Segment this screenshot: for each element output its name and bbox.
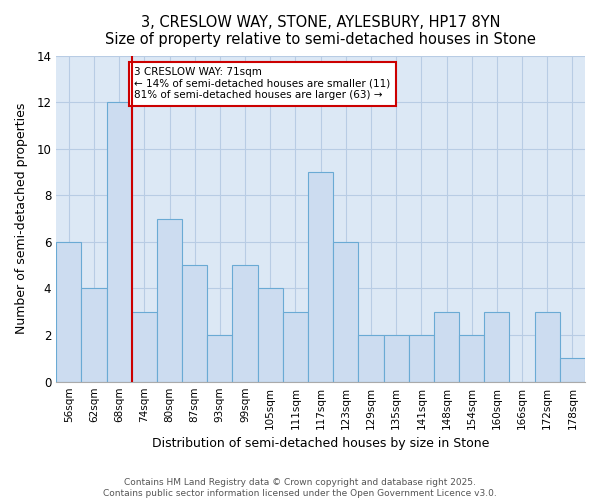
- Text: 3 CRESLOW WAY: 71sqm
← 14% of semi-detached houses are smaller (11)
81% of semi-: 3 CRESLOW WAY: 71sqm ← 14% of semi-detac…: [134, 67, 391, 100]
- Text: Contains HM Land Registry data © Crown copyright and database right 2025.
Contai: Contains HM Land Registry data © Crown c…: [103, 478, 497, 498]
- Bar: [358, 335, 383, 382]
- Bar: [257, 288, 283, 382]
- Bar: [157, 218, 182, 382]
- Bar: [484, 312, 509, 382]
- Bar: [107, 102, 132, 382]
- Bar: [409, 335, 434, 382]
- Bar: [560, 358, 585, 382]
- Bar: [535, 312, 560, 382]
- Bar: [82, 288, 107, 382]
- Bar: [459, 335, 484, 382]
- Bar: [308, 172, 333, 382]
- Y-axis label: Number of semi-detached properties: Number of semi-detached properties: [15, 103, 28, 334]
- Bar: [232, 265, 257, 382]
- Bar: [132, 312, 157, 382]
- Bar: [207, 335, 232, 382]
- Bar: [383, 335, 409, 382]
- Bar: [434, 312, 459, 382]
- Bar: [182, 265, 207, 382]
- Bar: [333, 242, 358, 382]
- Title: 3, CRESLOW WAY, STONE, AYLESBURY, HP17 8YN
Size of property relative to semi-det: 3, CRESLOW WAY, STONE, AYLESBURY, HP17 8…: [105, 15, 536, 48]
- Bar: [283, 312, 308, 382]
- X-axis label: Distribution of semi-detached houses by size in Stone: Distribution of semi-detached houses by …: [152, 437, 489, 450]
- Bar: [56, 242, 82, 382]
